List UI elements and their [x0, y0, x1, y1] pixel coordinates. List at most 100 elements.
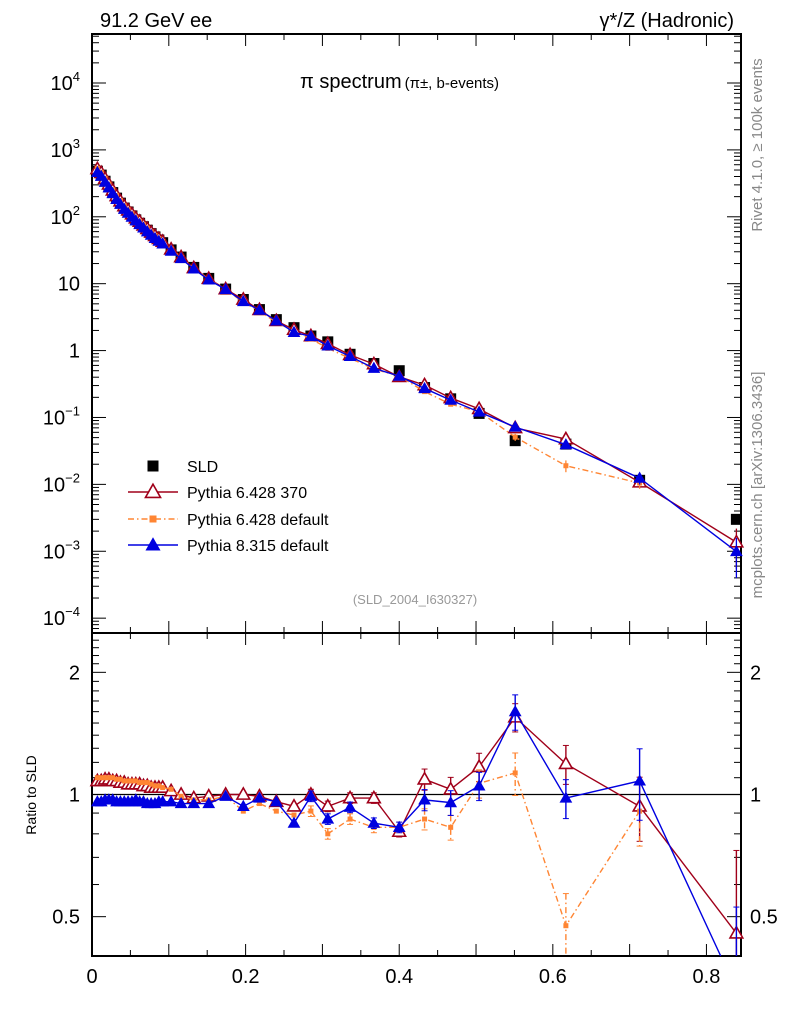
tick-exponent: 3 [73, 136, 80, 151]
legend-label: Pythia 8.315 default [187, 538, 329, 555]
header-left: 91.2 GeV ee [100, 10, 212, 32]
y-tick-label: 10−3 [43, 537, 80, 563]
p6_default-ratio-point [94, 775, 100, 781]
p6_370-ratio-point [286, 798, 302, 812]
legend-label: SLD [187, 459, 218, 476]
p8_default-ratio-point [472, 779, 486, 791]
legend-marker-p8_default [145, 537, 161, 551]
p6_default-ratio-point [308, 808, 314, 814]
p8_default-point [392, 369, 406, 381]
y-tick-label: 10−2 [43, 470, 80, 496]
p6_default-ratio-point [98, 775, 104, 781]
p8_default-ratio-point [236, 799, 250, 811]
p8_default-point [418, 381, 431, 394]
legend-sld-marker [147, 460, 159, 472]
p6_370-ratio-point [366, 789, 382, 804]
p8_default-point [187, 262, 201, 274]
p6_default-ratio-point [240, 808, 246, 814]
p8_default-point [304, 329, 318, 341]
p8_default-ratio-point [508, 705, 522, 717]
p6_default-ratio-point [563, 923, 569, 929]
tick-base: 10 [51, 140, 73, 162]
data-marks [89, 160, 745, 957]
p6_default-ratio-point [448, 824, 454, 830]
p6_default-point [563, 463, 569, 469]
p8_default-ratio-point [253, 791, 266, 803]
x-tick-label: 0 [86, 966, 97, 988]
main-panel-marks [89, 160, 745, 579]
tick-base: 10 [51, 207, 73, 229]
ratio-tick-label-right: 2 [750, 662, 761, 684]
x-tick-label: 0.6 [539, 966, 567, 988]
p8_default-point [343, 349, 357, 362]
ratio-tick-label: 1 [69, 785, 80, 807]
p6_default-ratio-point [152, 783, 158, 789]
p8_default-ratio-point [367, 816, 381, 828]
p8_default-point [164, 244, 178, 256]
tick-base: 10 [43, 541, 65, 563]
p6_default-ratio-point [133, 778, 139, 784]
y-tick-label: 104 [51, 69, 80, 95]
tick-exponent: 2 [73, 203, 80, 218]
plot-title-sub: (π±, b-events) [405, 75, 499, 92]
p8_default-point [444, 393, 458, 405]
analysis-id: (SLD_2004_I630327) [353, 592, 477, 607]
legend-label: Pythia 6.428 370 [187, 485, 307, 502]
tick-exponent: −4 [65, 604, 80, 619]
ratio-tick-label-right: 1 [750, 785, 761, 807]
p8_default-point [269, 314, 283, 326]
plot-title-main: π spectrum [300, 71, 402, 93]
p6_default-ratio-point [125, 778, 131, 784]
p8_default-point [202, 273, 216, 285]
ratio-tick-label-right: 0.5 [750, 907, 778, 929]
rivet-version-label: Rivet 4.1.0, ≥ 100k events [749, 58, 766, 231]
p6_default-ratio-point [129, 778, 135, 784]
ratio-axis-label: Ratio to SLD [23, 755, 39, 834]
tick-base: 10 [43, 608, 65, 630]
p6_default-ratio-point [114, 776, 120, 782]
x-tick-label: 0.8 [693, 966, 721, 988]
p8_default-point [236, 294, 250, 307]
p8_default-ratio-point [156, 795, 170, 807]
tick-exponent: −2 [65, 470, 80, 485]
p8_default-ratio-point [287, 816, 301, 828]
tick-base: 10 [43, 407, 65, 429]
p6_default-ratio-point [160, 785, 166, 791]
p6_default-ratio-point [168, 786, 174, 792]
legend: SLD Pythia 6.428 370 Pythia 6.428 default P… [128, 459, 329, 555]
p8_default-ratio-point [187, 796, 201, 809]
p6_default-ratio-point [422, 816, 428, 822]
p8_default-point [559, 438, 573, 450]
p6_default-ratio-point [144, 780, 150, 786]
p8_default-point [321, 339, 335, 351]
tick-base: 10 [58, 274, 80, 296]
tick-exponent: −1 [65, 403, 80, 418]
p6_default-ratio-point [178, 793, 184, 799]
p8_default-ratio-point [174, 796, 188, 809]
p6_370-ratio-point [416, 771, 433, 785]
p6_default-point [512, 434, 518, 440]
p8_default-ratio-point [164, 795, 178, 807]
p6_default-ratio-point [137, 780, 143, 786]
p8_default-ratio-point [202, 796, 216, 809]
tick-exponent: 4 [73, 69, 80, 84]
p6_default-ratio-point [102, 775, 108, 781]
p8_default-point [367, 361, 381, 373]
p6_default-ratio-point [121, 778, 127, 784]
header-right: γ*/Z (Hadronic) [600, 10, 734, 32]
p8_default-ratio-line [97, 710, 722, 957]
p6_default-ratio-point [148, 781, 154, 787]
tick-base: 1 [69, 341, 80, 363]
p8_default-ratio-point [418, 793, 431, 805]
p6_default-ratio-point [110, 775, 116, 781]
legend-marker-p6_370 [144, 482, 162, 499]
p8_default-ratio-point [392, 820, 406, 832]
legend-label: Pythia 6.428 default [187, 512, 329, 529]
p8_default-point [287, 325, 301, 338]
x-tick-label: 0.2 [232, 966, 260, 988]
ratio-panel-marks [89, 694, 745, 957]
y-tick-label: 10−4 [43, 604, 80, 630]
p8_default-ratio-point [321, 812, 335, 824]
p8_default-point [174, 251, 188, 264]
